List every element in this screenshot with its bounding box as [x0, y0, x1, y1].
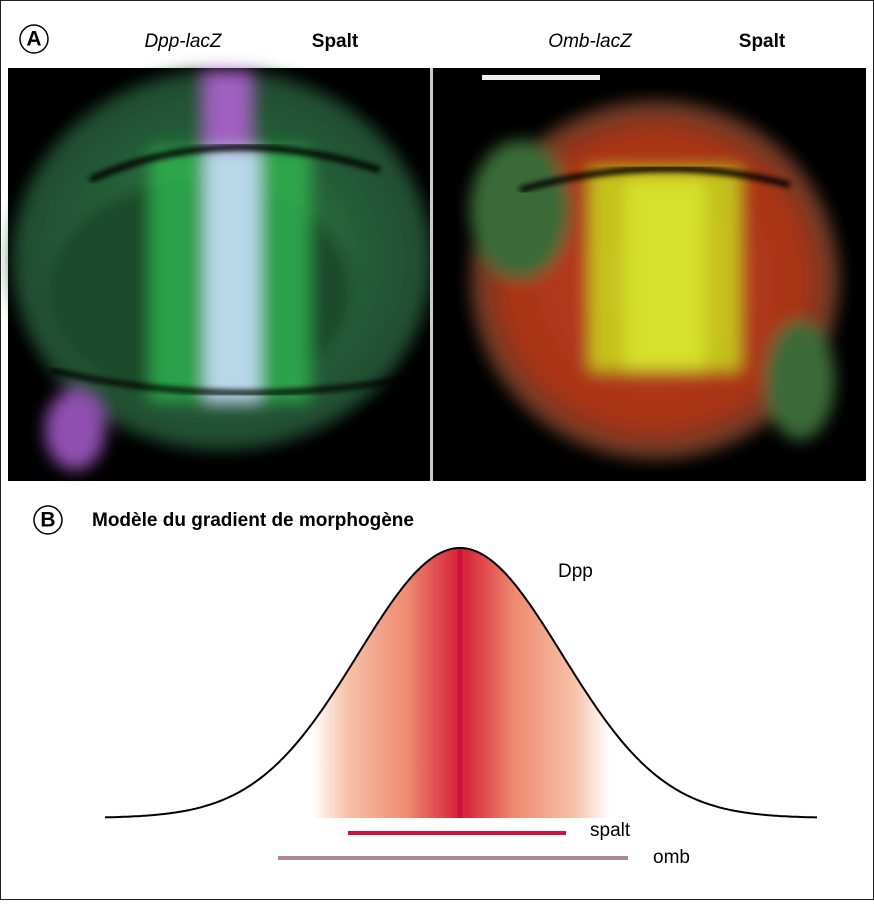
scale-bar [482, 75, 600, 80]
curve-label: Dpp [558, 561, 593, 582]
panel-title: Modèle du gradient de morphogène [92, 510, 414, 531]
panel-label: A [26, 28, 41, 51]
marker-label: Omb-lacZ [548, 31, 633, 52]
micrograph [8, 68, 432, 481]
range-label: omb [653, 847, 690, 868]
micrograph [433, 68, 866, 481]
stain-label: Spalt [739, 31, 786, 52]
figure: A Dpp-lacZ Spalt Omb-lacZ Spalt B [0, 0, 874, 900]
panel-label: B [40, 509, 55, 532]
range-label: spalt [590, 820, 631, 841]
divider [430, 68, 433, 481]
marker-label: Dpp-lacZ [144, 31, 222, 52]
stain-label: Spalt [312, 31, 359, 52]
